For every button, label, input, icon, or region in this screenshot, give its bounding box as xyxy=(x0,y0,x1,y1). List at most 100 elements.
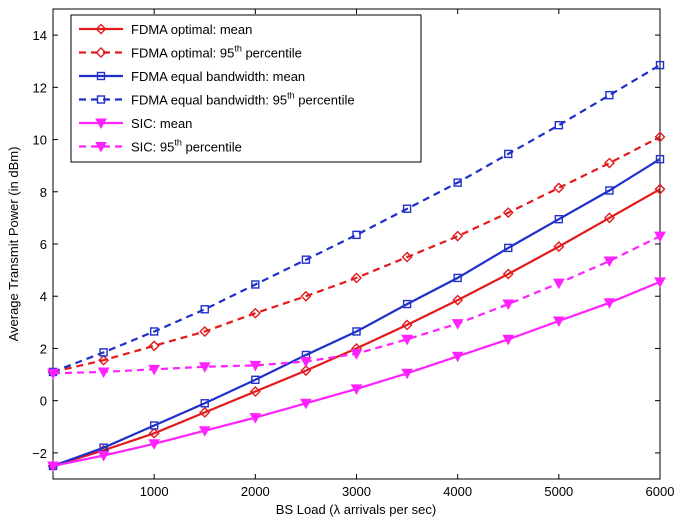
x-axis-label: BS Load (λ arrivals per sec) xyxy=(276,502,436,517)
legend-entry: FDMA equal bandwidth: mean xyxy=(79,69,305,84)
legend-label: FDMA optimal: mean xyxy=(131,22,252,37)
data-point xyxy=(148,364,161,376)
y-tick-label: 6 xyxy=(40,237,47,252)
data-point xyxy=(603,212,615,224)
data-point xyxy=(199,406,211,418)
data-point xyxy=(603,298,616,309)
data-point xyxy=(351,272,362,284)
legend-label: SIC: 95th percentile xyxy=(131,138,242,155)
data-point xyxy=(300,290,312,302)
data-point xyxy=(603,256,616,268)
data-point xyxy=(200,399,209,408)
legend-marker xyxy=(95,118,107,130)
data-point xyxy=(198,426,211,437)
data-point xyxy=(603,157,615,169)
x-tick-label: 2000 xyxy=(241,484,270,499)
legend-marker xyxy=(95,47,107,58)
data-point xyxy=(99,348,108,357)
data-point xyxy=(453,178,462,187)
axis-ticks: 1000 2000 3000 4000 5000 6000 −2 0 2 4 6 8 10 12 14 xyxy=(32,9,674,499)
data-point xyxy=(300,398,312,410)
data-point xyxy=(502,268,514,280)
data-point xyxy=(654,131,666,143)
legend-label: FDMA optimal: 95th percentile xyxy=(131,44,302,61)
data-point xyxy=(654,183,666,195)
y-tick-label: −2 xyxy=(32,446,47,461)
data-point xyxy=(553,241,565,253)
data-point xyxy=(552,278,565,290)
data-point xyxy=(553,182,565,194)
data-point xyxy=(251,280,260,289)
series-line xyxy=(52,188,661,467)
legend-marker xyxy=(95,23,107,35)
data-point xyxy=(402,299,412,309)
data-point xyxy=(47,368,59,380)
x-tick-label: 5000 xyxy=(544,484,573,499)
data-point xyxy=(402,204,412,213)
data-point xyxy=(452,294,464,306)
legend-marker xyxy=(96,95,106,104)
data-point xyxy=(452,230,464,242)
data-point xyxy=(654,277,666,288)
series-layer xyxy=(47,60,666,472)
series-line xyxy=(52,135,661,373)
series-5 xyxy=(47,231,666,380)
data-point xyxy=(554,120,564,130)
data-point xyxy=(453,273,462,283)
data-point xyxy=(198,362,211,373)
legend-label: FDMA equal bandwidth: mean xyxy=(131,69,305,84)
legend-entry: FDMA equal bandwidth: 95th percentile xyxy=(79,91,355,108)
y-axis-label: Average Transmit Power (in dBm) xyxy=(6,147,21,342)
data-point xyxy=(249,307,261,319)
data-point xyxy=(502,299,515,311)
y-tick-label: 0 xyxy=(40,394,47,409)
data-point xyxy=(655,60,665,70)
legend-marker xyxy=(96,71,106,81)
data-point xyxy=(605,186,614,195)
x-tick-label: 3000 xyxy=(342,484,371,499)
data-point xyxy=(200,305,209,314)
y-tick-label: 12 xyxy=(33,80,47,95)
data-point xyxy=(502,334,515,346)
legend-label: FDMA equal bandwidth: 95th percentile xyxy=(131,91,355,108)
data-point xyxy=(301,255,311,264)
data-point xyxy=(149,327,159,336)
data-point xyxy=(148,340,160,352)
series-line xyxy=(52,158,661,467)
data-point xyxy=(350,384,363,395)
data-point xyxy=(149,421,159,430)
data-point xyxy=(300,365,312,377)
y-tick-label: 4 xyxy=(40,289,47,304)
legend-entry: SIC: 95th percentile xyxy=(79,138,242,155)
data-point xyxy=(504,243,513,253)
data-point xyxy=(199,325,211,337)
data-point xyxy=(504,149,513,159)
y-tick-label: 10 xyxy=(33,133,47,148)
legend-label: SIC: mean xyxy=(131,116,192,131)
y-tick-label: 8 xyxy=(40,185,47,200)
data-point xyxy=(350,349,363,360)
data-point xyxy=(249,360,262,372)
x-tick-label: 1000 xyxy=(140,484,169,499)
data-point xyxy=(249,413,262,424)
data-point xyxy=(605,90,614,100)
data-point xyxy=(655,154,665,164)
series-line xyxy=(52,64,661,373)
legend-box xyxy=(70,14,422,163)
legend: FDMA optimal: mean FDMA optimal: 95th per… xyxy=(70,14,422,163)
data-point xyxy=(451,351,464,363)
legend-marker xyxy=(95,142,107,153)
data-point xyxy=(352,230,361,240)
data-point xyxy=(502,207,514,219)
x-tick-label: 4000 xyxy=(443,484,472,499)
y-tick-label: 14 xyxy=(33,28,47,43)
data-point xyxy=(554,214,564,224)
series-1 xyxy=(47,131,666,378)
legend-entry: FDMA optimal: 95th percentile xyxy=(79,44,302,61)
data-point xyxy=(451,319,464,330)
data-point xyxy=(148,427,160,439)
y-tick-label: 2 xyxy=(40,341,47,356)
data-point xyxy=(401,319,413,331)
data-point xyxy=(352,327,361,336)
